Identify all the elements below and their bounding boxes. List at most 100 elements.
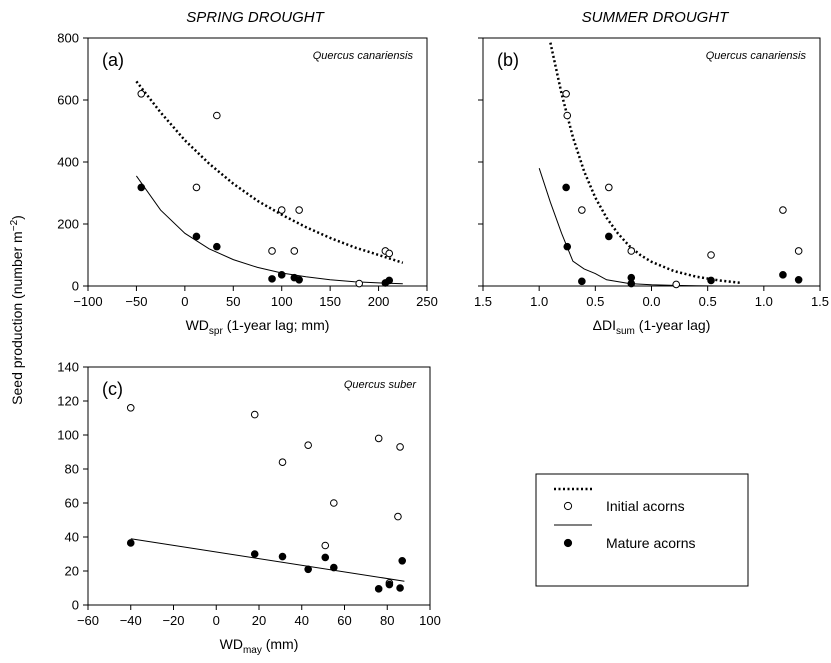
panel-c: −60 −40 −20 0 20 40 60 80 100 0 20 40 60 80 100 120 140 W… [57, 360, 441, 657]
y-axis-title-close: ) [9, 215, 25, 220]
point-initial [374, 434, 383, 443]
x-axis-title-rest: (1-year lag) [635, 317, 710, 333]
y-tick-label: 200 [57, 217, 79, 232]
point-initial [578, 206, 586, 214]
point-initial [330, 499, 338, 507]
point-initial [290, 247, 299, 255]
point-initial [321, 541, 330, 550]
point-initial [627, 247, 636, 255]
y-tick-label: 0 [72, 279, 79, 294]
point-mature [562, 183, 570, 192]
legend-mature-marker [563, 538, 573, 548]
x-tick-label: −20 [162, 613, 184, 628]
x-tick-label: 200 [368, 294, 390, 309]
point-mature [779, 271, 787, 279]
plot-frame [87, 366, 431, 606]
x-tick-label: −40 [120, 613, 142, 628]
point-mature [396, 584, 404, 592]
fit-line-mature [130, 538, 405, 582]
y-tick-label: 60 [65, 496, 79, 511]
point-mature [304, 565, 312, 574]
point-mature [278, 552, 287, 561]
point-mature [295, 276, 303, 284]
y-tick-label: 20 [65, 564, 79, 579]
x-tick-label: 0.0 [642, 294, 660, 309]
header-spring-drought: SPRING DROUGHT [186, 9, 325, 26]
x-axis-title-rest: (mm) [262, 636, 299, 652]
x-tick-label: 20 [252, 613, 266, 628]
x-axis-title-sub: may [243, 645, 262, 656]
point-mature [707, 276, 715, 285]
point-initial [295, 206, 303, 214]
x-tick-label: 150 [319, 294, 341, 309]
x-tick-label: 0.5 [699, 294, 717, 309]
y-tick-label: 120 [57, 394, 79, 409]
y-tick-label: 600 [57, 93, 79, 108]
y-tick-label: 100 [57, 428, 79, 443]
header-summer-drought: SUMMER DROUGHT [582, 9, 730, 26]
x-tick-label: 250 [416, 294, 438, 309]
y-axis-title-main: Seed production (number m [9, 231, 25, 405]
species-label: Quercus canariensis [313, 50, 414, 62]
point-initial [385, 249, 394, 258]
x-tick-label: 0 [213, 613, 220, 628]
x-axis-title-main: WD [220, 636, 243, 652]
fit-line-initial [549, 42, 742, 285]
x-axis-title: WDmay (mm) [220, 636, 299, 656]
point-mature [627, 279, 636, 288]
point-mature [126, 539, 135, 547]
fit-line-initial [135, 80, 404, 264]
panel-letter: (c) [102, 379, 123, 399]
fit-line-mature [538, 168, 742, 287]
point-initial [137, 90, 146, 98]
legend: Initial acorns Mature acorns [535, 473, 749, 587]
point-mature [374, 585, 383, 593]
plot-frame [87, 37, 428, 287]
point-mature [137, 183, 146, 192]
point-initial [192, 183, 201, 192]
panel-b: 1.5 1.0 0.5 0.0 0.5 1.0 1.5 ΔDIsum (1-year lag)… [474, 37, 829, 337]
x-tick-label: 0.5 [586, 294, 604, 309]
x-tick-label: 1.5 [811, 294, 829, 309]
plot-frame [482, 37, 821, 287]
y-tick-label: 400 [57, 155, 79, 170]
x-tick-label: 100 [271, 294, 293, 309]
point-initial [779, 206, 787, 214]
x-tick-label: −60 [77, 613, 99, 628]
species-label: Quercus canariensis [706, 50, 807, 62]
point-mature [578, 277, 586, 286]
fit-line-mature [135, 175, 403, 285]
point-mature [605, 232, 613, 241]
panel-a: −100 −50 0 50 100 150 200 250 0 200 400 600 800 WDspr… [57, 31, 438, 338]
point-initial [213, 111, 221, 120]
point-mature [563, 242, 572, 251]
x-tick-label: 80 [380, 613, 394, 628]
point-mature [385, 276, 394, 285]
point-initial [278, 458, 287, 467]
point-initial [250, 410, 259, 419]
y-tick-label: 40 [65, 530, 79, 545]
point-mature [330, 563, 338, 572]
point-initial [126, 404, 135, 412]
point-mature [250, 550, 259, 558]
point-initial [794, 247, 803, 255]
y-axis-title: Seed production (number m−2) [9, 215, 25, 405]
x-axis-title: WDspr (1-year lag; mm) [186, 317, 330, 337]
x-tick-label: 0 [181, 294, 188, 309]
x-tick-label: −50 [125, 294, 147, 309]
point-initial [277, 206, 286, 214]
panel-letter: (a) [102, 50, 124, 70]
x-axis-title-sub: spr [209, 326, 224, 337]
y-tick-label: 140 [57, 360, 79, 375]
x-tick-label: 60 [337, 613, 351, 628]
point-mature [398, 557, 407, 565]
legend-frame [535, 473, 749, 587]
point-initial [562, 90, 570, 98]
point-initial [394, 512, 402, 521]
point-initial [672, 280, 681, 289]
species-label: Quercus suber [344, 379, 417, 391]
panel-letter: (b) [497, 50, 519, 70]
legend-mature-label: Mature acorns [606, 535, 695, 551]
x-tick-label: 100 [419, 613, 441, 628]
